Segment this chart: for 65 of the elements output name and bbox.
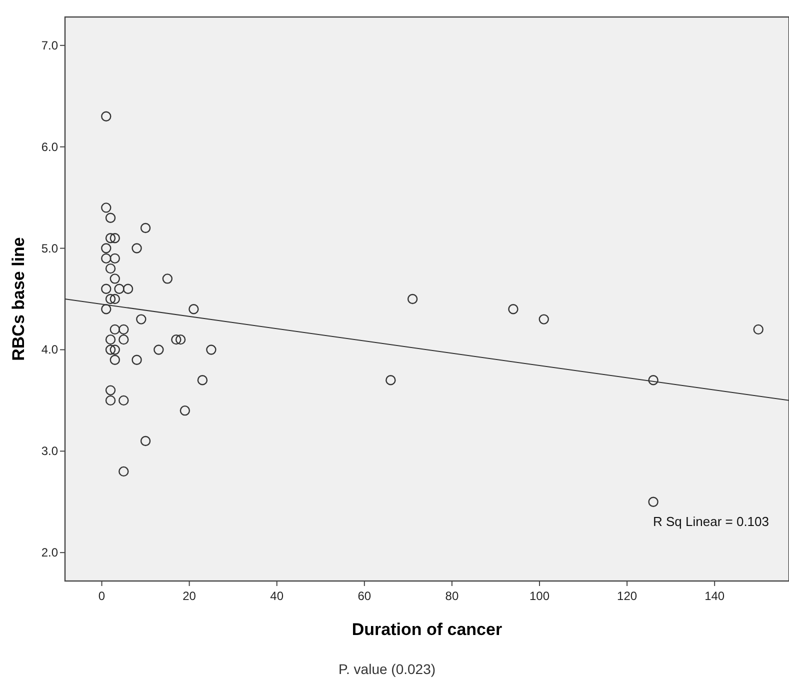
point [122, 284, 134, 294]
point [105, 263, 116, 274]
point [105, 334, 116, 345]
point [114, 284, 124, 294]
point [101, 111, 112, 122]
point [110, 324, 120, 335]
point [132, 354, 142, 365]
point [538, 314, 549, 324]
point [110, 274, 120, 284]
point [101, 253, 112, 264]
point [171, 334, 182, 345]
point [188, 304, 199, 314]
text: P. value (0.023) [338, 661, 436, 677]
point [648, 375, 658, 386]
y-tick-label: 2.0 [41, 546, 58, 560]
point [136, 314, 146, 324]
point [105, 395, 116, 406]
point [105, 233, 116, 244]
point [648, 496, 658, 507]
x-axis-title: Duration of cancer [352, 620, 502, 639]
point [110, 354, 120, 365]
y-tick-label: 7.0 [41, 38, 58, 52]
point [110, 294, 120, 304]
point [105, 212, 116, 223]
point [118, 466, 129, 477]
point [180, 405, 190, 416]
x-tick-label: 120 [617, 589, 638, 603]
point [508, 304, 518, 314]
point [110, 253, 120, 264]
point [105, 385, 116, 396]
point [753, 324, 764, 335]
x-tick-label: 140 [704, 589, 725, 603]
x-tick-label: 0 [98, 589, 106, 603]
y-tick-label: 6.0 [41, 140, 58, 154]
y-tick-label: 4.0 [41, 342, 58, 357]
point [101, 243, 112, 254]
point [132, 243, 142, 254]
x-tick-label: 40 [270, 589, 284, 603]
point [140, 222, 151, 234]
point [105, 344, 116, 355]
point [118, 395, 129, 406]
point [206, 344, 216, 355]
point [197, 375, 208, 386]
point [101, 284, 112, 294]
point [140, 436, 151, 446]
point [407, 294, 418, 304]
x-tick-label: 80 [445, 589, 459, 603]
point [118, 324, 129, 335]
point [101, 304, 112, 314]
x-tick-label: 100 [529, 589, 550, 603]
y-tick-label: 5.0 [41, 241, 58, 256]
x-tick-label: 20 [182, 589, 196, 603]
y-tick-label: 3.0 [41, 444, 58, 458]
point [118, 334, 129, 345]
point [105, 294, 116, 304]
annotation: R Sq Linear = 0.103 [653, 514, 769, 529]
point [175, 334, 186, 345]
point [386, 375, 396, 386]
point [162, 274, 173, 284]
point [154, 344, 164, 355]
x-tick-label: 60 [358, 589, 372, 603]
point [110, 233, 120, 244]
point [101, 202, 112, 213]
point [110, 344, 120, 355]
y-axis-title: RBCs base line [9, 237, 28, 361]
